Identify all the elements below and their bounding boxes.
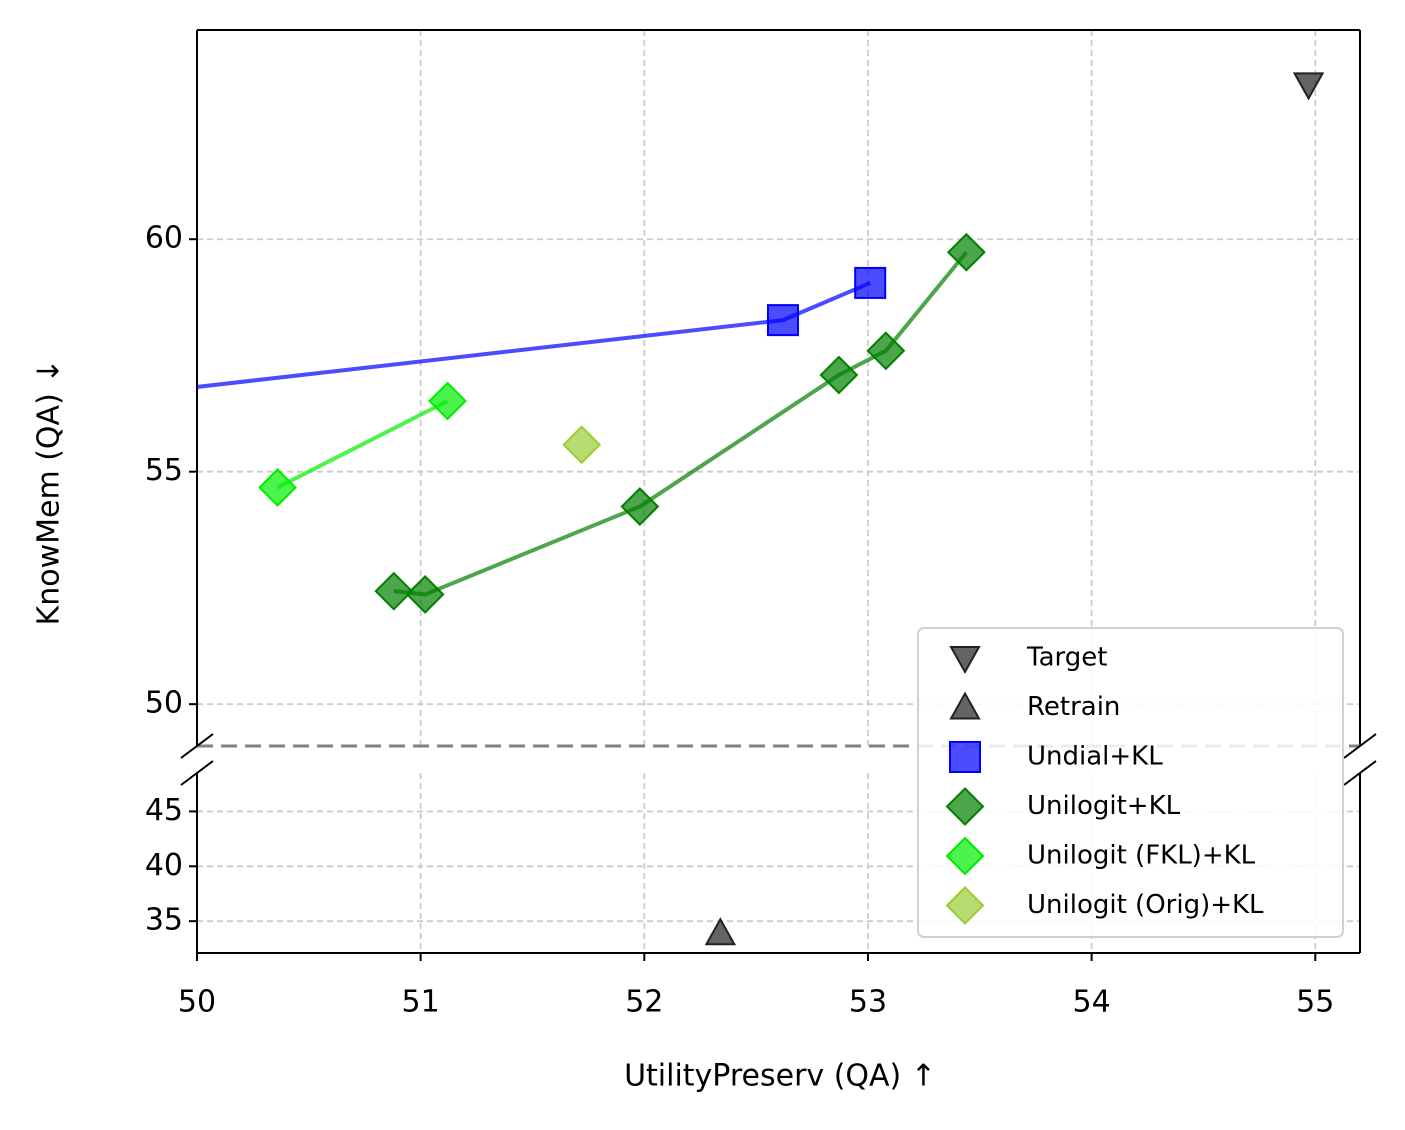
x-axis-label: UtilityPreserv (QA) ↑ (624, 1059, 936, 1094)
legend-marker (949, 741, 981, 773)
y-axis-label: KnowMem (QA) ↓ (32, 359, 67, 626)
point (819, 355, 859, 395)
x-tick-label: 51 (402, 985, 440, 1020)
x-tick-label: 55 (1296, 985, 1334, 1020)
legend-label: Target (1026, 643, 1107, 673)
legend-label: Unilogit (FKL)+KL (1027, 841, 1256, 871)
axis-break-mark (180, 760, 214, 786)
point (620, 487, 660, 526)
axis-break-mark (1343, 760, 1377, 786)
axis-break-mark (180, 733, 214, 759)
y-tick-label: 35 (145, 903, 183, 938)
point (562, 425, 602, 465)
point (1292, 72, 1325, 101)
y-tick-label: 60 (145, 221, 183, 256)
series-line (393, 250, 968, 597)
point (374, 571, 414, 611)
legend-marker (945, 836, 985, 876)
legend-label: Unilogit+KL (1027, 791, 1181, 821)
legend-box (917, 627, 1344, 938)
lower-plot-area (704, 917, 737, 946)
legend-marker (949, 646, 981, 675)
y-tick-label: 40 (145, 848, 183, 883)
y-tick-label: 50 (145, 686, 183, 721)
point (258, 468, 297, 507)
point (405, 575, 445, 614)
point (866, 331, 906, 371)
x-tick-label: 50 (178, 985, 216, 1020)
legend-label: Undial+KL (1027, 742, 1163, 772)
point (854, 266, 887, 299)
y-tick-label: 55 (145, 453, 183, 488)
x-tick-label: 53 (849, 985, 887, 1020)
point (428, 381, 467, 421)
series-line (276, 399, 449, 490)
point (946, 232, 986, 272)
legend-marker (945, 886, 985, 925)
y-tick-label: 45 (145, 793, 183, 828)
axis-break-mark (1343, 733, 1377, 759)
legend-label: Retrain (1027, 692, 1120, 722)
legend-label: Unilogit (Orig)+KL (1027, 890, 1264, 920)
legend-marker (949, 691, 981, 720)
point (704, 917, 737, 946)
legend-marker (945, 787, 985, 826)
x-tick-label: 52 (625, 985, 663, 1020)
point (766, 304, 799, 337)
upper-plot-area (197, 72, 1325, 614)
x-tick-label: 54 (1073, 985, 1111, 1020)
